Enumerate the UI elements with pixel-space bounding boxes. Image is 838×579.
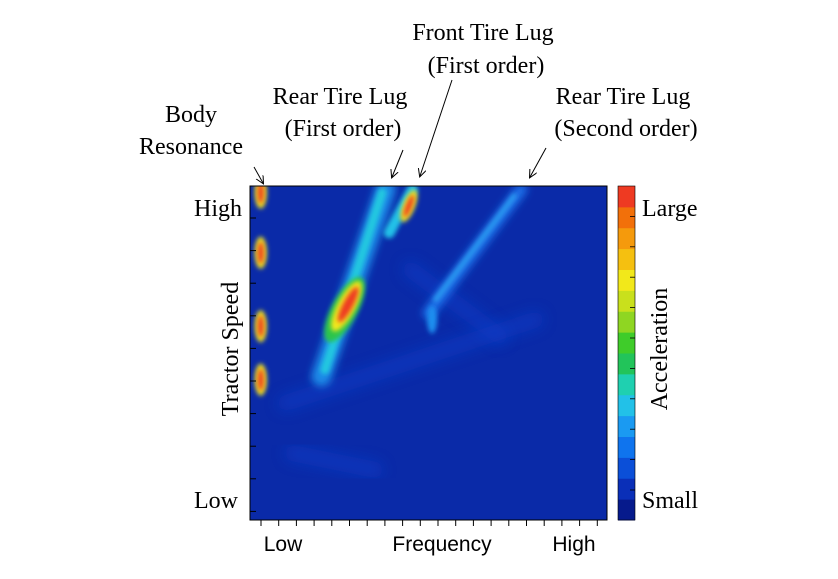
feature-rear-tire-second-order-core <box>433 193 517 303</box>
y-axis-ticks <box>250 217 256 512</box>
colorbar-segment <box>618 457 635 479</box>
colorbar-segment <box>618 436 635 458</box>
y-tick-low: Low <box>194 488 239 514</box>
colorbar-high-label: Large <box>642 196 698 222</box>
colorbar-segment <box>618 206 635 229</box>
colorbar-segment <box>618 415 635 437</box>
annotation-rear1-line2: (First order) <box>285 116 402 142</box>
feature-body-resonance-peak-core <box>257 186 264 204</box>
annotation-rear-tire-first: Rear Tire Lug (First order) <box>273 84 408 177</box>
annotation-rear-tire-second: Rear Tire Lug (Second order) <box>530 84 698 177</box>
colorbar-segment <box>618 227 635 250</box>
annotation-body-arrow <box>253 166 263 183</box>
annotation-body-resonance: Body Resonance <box>139 102 263 183</box>
feature-body-resonance-peak-core <box>257 368 264 391</box>
heatmap-texture <box>277 311 544 412</box>
plot-frame <box>249 185 608 521</box>
colorbar-segment <box>618 332 635 354</box>
annotation-rear2-line1: Rear Tire Lug <box>556 84 691 110</box>
colorbar-segment <box>618 373 635 396</box>
y-tick-high: High <box>194 196 242 222</box>
colorbar-segment <box>618 290 635 312</box>
colorbar <box>618 186 635 521</box>
colorbar-segment <box>618 311 635 333</box>
colorbar-low-label: Small <box>642 488 698 514</box>
annotation-front1-line2: (First order) <box>428 53 545 79</box>
annotation-front1-arrow <box>420 79 453 176</box>
heatmap <box>250 186 607 520</box>
y-axis-label: Tractor Speed <box>218 282 244 416</box>
annotation-body-line2: Resonance <box>139 134 243 160</box>
feature-rear-tire-first-order-peak-core <box>337 286 359 323</box>
colorbar-segment <box>618 186 635 208</box>
colorbar-segment <box>618 353 635 375</box>
colorbar-segment <box>618 478 635 500</box>
colorbar-segment <box>618 394 635 417</box>
annotation-body-line1: Body <box>165 102 217 128</box>
x-tick-high: High <box>552 533 595 556</box>
heatmap-texture <box>284 445 383 478</box>
colorbar-segment <box>618 499 635 521</box>
colorbar-label: Acceleration <box>647 288 673 411</box>
colorbar-segment <box>618 269 635 291</box>
x-axis-label: Frequency <box>392 533 492 556</box>
x-tick-low: Low <box>264 533 303 556</box>
x-axis-ticks <box>260 520 598 526</box>
feature-rear-tire-second-order-spot <box>427 305 438 334</box>
colorbar-frame <box>617 185 636 521</box>
heatmap-features <box>254 186 544 520</box>
annotation-front1-line1: Front Tire Lug <box>412 20 553 46</box>
colorbar-segment <box>618 248 635 270</box>
annotation-rear2-arrow <box>530 147 547 177</box>
annotation-rear2-line2: (Second order) <box>554 116 697 142</box>
heatmap-texture <box>402 261 508 345</box>
annotation-rear1-arrow <box>392 149 404 177</box>
feature-front-tire-first-order-peak-core <box>403 194 415 218</box>
feature-body-resonance-peak-core <box>257 241 264 264</box>
annotation-rear1-line1: Rear Tire Lug <box>273 84 408 110</box>
annotation-front-tire-first: Front Tire Lug (First order) <box>412 20 554 176</box>
feature-body-resonance-peak-core <box>257 315 264 338</box>
